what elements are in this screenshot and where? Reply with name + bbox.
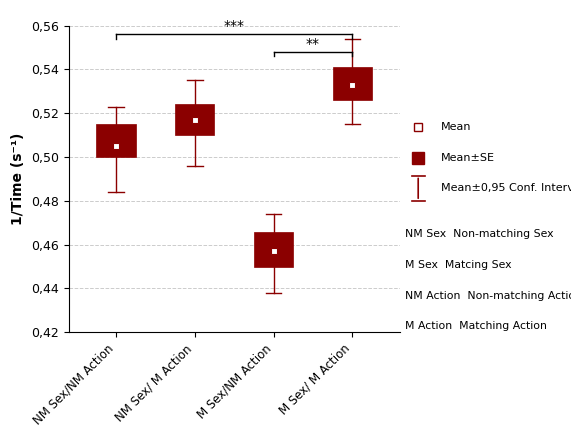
Bar [175, 104, 214, 135]
Text: NM Sex  Non-matching Sex: NM Sex Non-matching Sex [405, 229, 554, 239]
Text: Mean±SE: Mean±SE [441, 153, 494, 163]
Text: NM Action  Non-matching Action: NM Action Non-matching Action [405, 291, 571, 301]
Text: M Action  Matching Action: M Action Matching Action [405, 321, 547, 331]
Bar [96, 124, 135, 157]
Text: M Sex  Matcing Sex: M Sex Matcing Sex [405, 260, 512, 270]
Text: Mean±0,95 Conf. Interval: Mean±0,95 Conf. Interval [441, 183, 571, 193]
Text: ***: *** [224, 19, 244, 33]
Text: **: ** [306, 37, 320, 51]
Y-axis label: 1/Time (s⁻¹): 1/Time (s⁻¹) [11, 133, 25, 225]
Text: Mean: Mean [441, 122, 471, 132]
Bar [254, 231, 293, 267]
Bar [333, 67, 372, 100]
